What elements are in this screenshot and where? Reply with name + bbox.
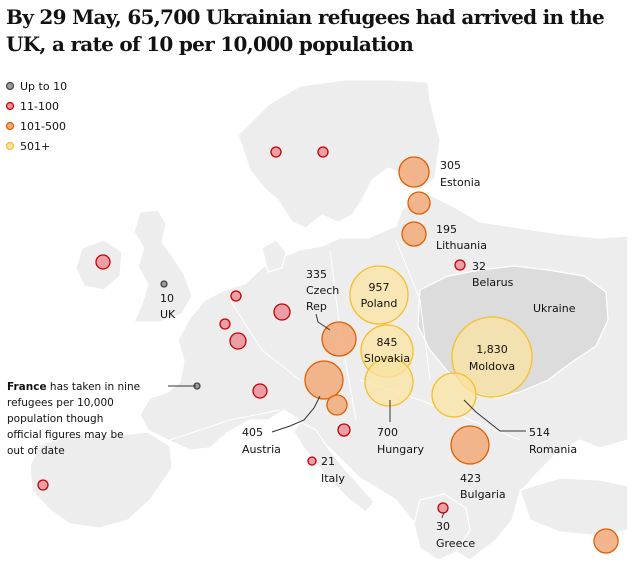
label-lithuania-value: 195 xyxy=(436,223,457,236)
label-uk-name: UK xyxy=(160,308,176,321)
label-romania-name: Romania xyxy=(529,443,577,456)
circle-denmark xyxy=(273,303,291,321)
label-czech-name-2: Rep xyxy=(306,300,327,313)
leader-greece xyxy=(441,511,445,519)
circle-latvia xyxy=(407,191,431,215)
land-scandinavia xyxy=(237,79,441,229)
circle-belarus xyxy=(454,259,466,271)
circle-estonia xyxy=(398,156,430,188)
land-turkey xyxy=(519,477,629,537)
legend-swatch-up-to-10 xyxy=(5,81,15,91)
land-denmark xyxy=(261,239,287,273)
label-austria-value: 405 xyxy=(242,426,263,439)
label-estonia-value: 305 xyxy=(440,159,461,172)
circle-ireland xyxy=(95,254,111,270)
label-greece-value: 30 xyxy=(436,520,450,533)
chart-title: By 29 May, 65,700 Ukrainian refugees had… xyxy=(6,5,605,56)
label-austria-name: Austria xyxy=(242,443,281,456)
circle-luxembourg xyxy=(229,332,247,350)
land-iberia xyxy=(29,431,173,529)
label-uk-value: 10 xyxy=(160,292,174,305)
france-annotation: France has taken in nine refugees per 10,… xyxy=(7,381,140,457)
circle-norway xyxy=(270,146,282,158)
legend-swatch-11-100 xyxy=(5,101,15,111)
legend-label-501: 501+ xyxy=(20,140,50,153)
legend-label-101-500: 101-500 xyxy=(20,120,66,133)
land-greece xyxy=(413,493,471,561)
label-poland-name: Poland xyxy=(361,297,398,310)
label-slovakia-value: 845 xyxy=(377,336,398,349)
circle-romania xyxy=(431,372,477,418)
label-belarus-name: Belarus xyxy=(472,276,514,289)
label-romania-value: 514 xyxy=(529,426,550,439)
label-czech-name-1: Czech xyxy=(306,284,339,297)
circle-czech-rep xyxy=(321,321,357,357)
circle-poland xyxy=(349,265,409,325)
circle-italy xyxy=(307,456,317,466)
circle-switzerland xyxy=(252,383,268,399)
circle-sweden xyxy=(317,146,329,158)
label-italy-value: 21 xyxy=(321,455,335,468)
circle-lithuania xyxy=(401,221,427,247)
circle-croatia xyxy=(326,394,348,416)
legend-label-11-100: 11-100 xyxy=(20,100,59,113)
circle-portugal xyxy=(37,479,49,491)
label-hungary-value: 700 xyxy=(377,426,398,439)
label-czech-value: 335 xyxy=(306,268,327,281)
label-moldova-value: 1,830 xyxy=(476,343,508,356)
border-2 xyxy=(395,239,431,381)
legend: Up to 10 11-100 101-500 501+ xyxy=(5,80,67,153)
land-italy xyxy=(293,421,375,513)
label-belarus-value: 32 xyxy=(472,260,486,273)
label-lithuania-name: Lithuania xyxy=(436,239,487,252)
leader-romania xyxy=(463,399,526,432)
circle-bulgaria xyxy=(450,425,490,465)
circle-austria xyxy=(304,360,344,400)
leader-czech xyxy=(315,313,331,331)
labels-layer: 305 Estonia 195 Lithuania 32 Belarus 335… xyxy=(160,159,577,550)
label-hungary-name: Hungary xyxy=(377,443,424,456)
annotation-line: official figures may be xyxy=(7,429,124,441)
annotation-country: France xyxy=(7,381,47,393)
legend-label-up-to-10: Up to 10 xyxy=(20,80,67,93)
label-greece-name: Greece xyxy=(436,537,475,550)
land-britain xyxy=(133,209,193,323)
annotation-line: out of date xyxy=(7,445,65,457)
border-3 xyxy=(229,299,301,381)
circle-hungary xyxy=(364,357,414,407)
circle-belgium xyxy=(219,318,231,330)
label-bulgaria-value: 423 xyxy=(460,472,481,485)
circle-cyprus xyxy=(593,528,619,554)
border-4 xyxy=(169,409,281,441)
annotation-line: population though xyxy=(7,413,103,425)
circles-layer xyxy=(37,146,619,554)
circle-slovenia xyxy=(337,423,351,437)
annotation-line: refugees per 10,000 xyxy=(7,397,114,409)
label-ukraine: Ukraine xyxy=(533,302,576,315)
label-slovakia-name: Slovakia xyxy=(364,352,410,365)
circle-greece xyxy=(437,502,449,514)
label-italy-name: Italy xyxy=(321,472,345,485)
legend-swatch-101-500 xyxy=(5,121,15,131)
label-bulgaria-name: Bulgaria xyxy=(460,488,506,501)
circle-moldova xyxy=(451,316,533,398)
leader-austria xyxy=(271,395,321,433)
label-estonia-name: Estonia xyxy=(440,176,481,189)
circle-uk xyxy=(160,280,168,288)
label-moldova-name: Moldova xyxy=(469,360,515,373)
leader-lines xyxy=(168,313,526,519)
label-poland-value: 957 xyxy=(369,281,390,294)
annotation-line: France has taken in nine xyxy=(7,381,140,393)
legend-swatch-501 xyxy=(5,141,15,151)
circle-netherlands xyxy=(230,290,242,302)
